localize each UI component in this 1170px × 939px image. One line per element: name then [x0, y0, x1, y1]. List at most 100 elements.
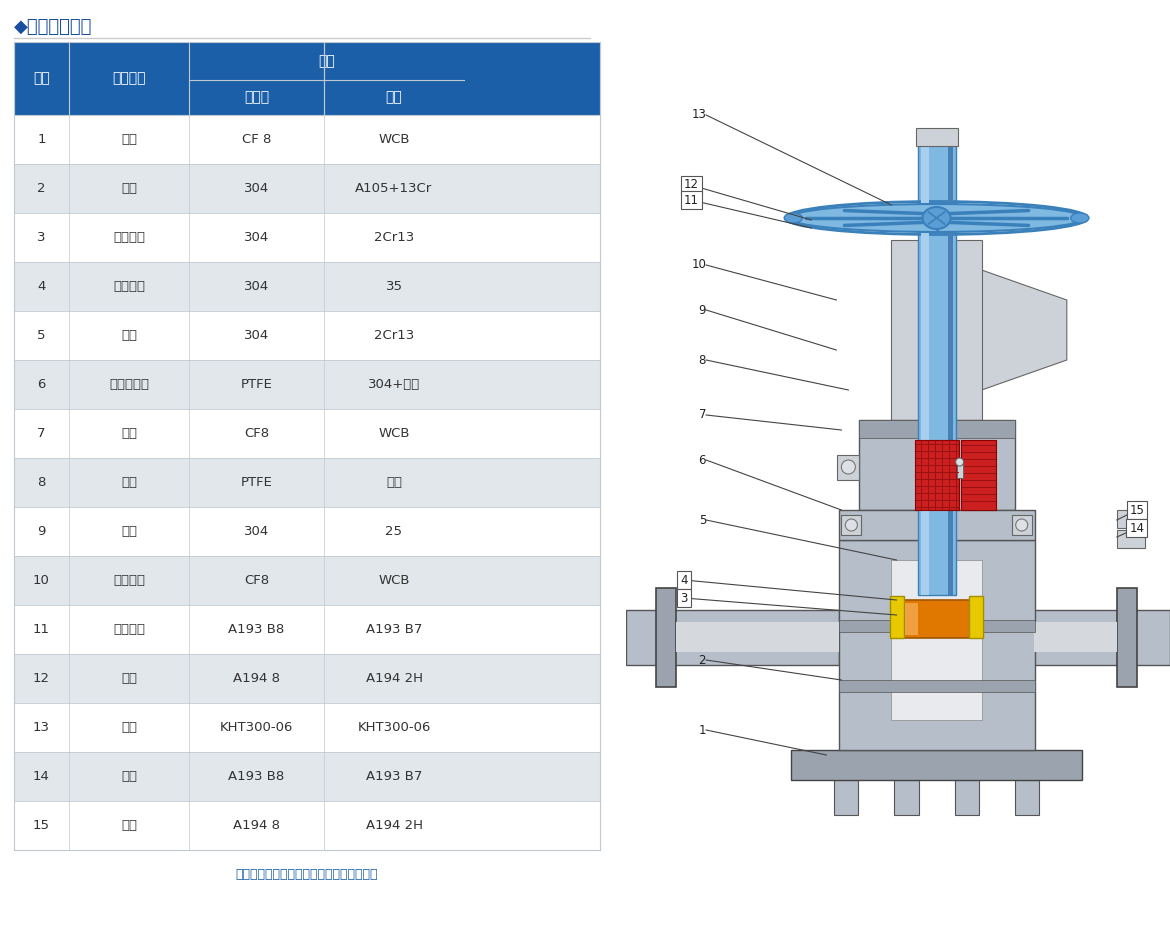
- Bar: [841, 515, 861, 535]
- Text: 螺母: 螺母: [121, 819, 137, 832]
- Text: A193 B8: A193 B8: [228, 623, 284, 636]
- Text: 螺母: 螺母: [121, 672, 137, 685]
- Text: 零件名称: 零件名称: [112, 71, 146, 85]
- Text: 更多材质选择及零部件搭配，请和询我公司: 更多材质选择及零部件搭配，请和询我公司: [235, 868, 378, 881]
- Ellipse shape: [1016, 519, 1027, 531]
- Ellipse shape: [922, 207, 950, 229]
- Text: 12: 12: [683, 178, 698, 192]
- Ellipse shape: [1071, 213, 1089, 223]
- Text: 不锈锤: 不锈锤: [243, 90, 269, 104]
- Bar: [915, 440, 958, 510]
- Bar: [1034, 610, 1170, 665]
- Text: 4: 4: [37, 280, 46, 293]
- Text: 阀盖: 阀盖: [121, 427, 137, 440]
- Bar: [915, 128, 957, 146]
- Bar: [1117, 530, 1145, 548]
- Bar: [14, 752, 600, 801]
- Text: 304+石墨: 304+石墨: [367, 378, 420, 391]
- Text: 手轮: 手轮: [121, 721, 137, 734]
- Text: 7: 7: [37, 427, 46, 440]
- Bar: [839, 540, 1034, 750]
- Text: 10: 10: [691, 258, 707, 271]
- Text: 止退垒圈: 止退垒圈: [113, 280, 145, 293]
- Text: 10: 10: [33, 574, 50, 587]
- Text: 阀瓣: 阀瓣: [121, 182, 137, 195]
- Bar: [1014, 780, 1039, 815]
- Text: 阀杆: 阀杆: [121, 329, 137, 342]
- Text: 销轴: 销轴: [121, 525, 137, 538]
- Text: 13: 13: [33, 721, 50, 734]
- Ellipse shape: [846, 519, 858, 531]
- Bar: [14, 458, 600, 507]
- Text: 1: 1: [698, 724, 707, 736]
- Ellipse shape: [789, 204, 1085, 232]
- Bar: [917, 140, 956, 595]
- Text: 12: 12: [33, 672, 50, 685]
- Bar: [791, 750, 1082, 780]
- Text: 11: 11: [683, 193, 698, 207]
- Bar: [14, 42, 600, 115]
- Bar: [14, 262, 600, 311]
- Text: 304: 304: [243, 182, 269, 195]
- Text: 6: 6: [698, 454, 707, 467]
- Text: KHT300-06: KHT300-06: [220, 721, 294, 734]
- Bar: [1034, 622, 1117, 652]
- Text: 15: 15: [1129, 503, 1144, 516]
- Text: 7: 7: [698, 408, 707, 422]
- Bar: [892, 240, 982, 420]
- Bar: [656, 588, 676, 687]
- Bar: [892, 560, 982, 720]
- Text: 3: 3: [681, 592, 688, 605]
- Text: 螺栓: 螺栓: [121, 770, 137, 783]
- Bar: [14, 703, 600, 752]
- Text: 填料压盖: 填料压盖: [113, 574, 145, 587]
- Text: 中法兰坠片: 中法兰坠片: [109, 378, 149, 391]
- Text: 11: 11: [33, 623, 50, 636]
- Bar: [14, 311, 600, 360]
- Bar: [969, 596, 983, 638]
- Bar: [676, 622, 839, 652]
- Text: 25: 25: [385, 525, 402, 538]
- Text: 铸锤: 铸锤: [386, 90, 402, 104]
- Text: 2Cr13: 2Cr13: [374, 231, 414, 244]
- Text: 2: 2: [37, 182, 46, 195]
- Text: 3: 3: [37, 231, 46, 244]
- Text: CF8: CF8: [243, 427, 269, 440]
- Bar: [860, 420, 1014, 438]
- Text: 1: 1: [37, 133, 46, 146]
- Bar: [890, 596, 904, 638]
- Text: 14: 14: [1129, 521, 1144, 534]
- Text: 9: 9: [37, 525, 46, 538]
- Ellipse shape: [784, 213, 803, 223]
- Text: 活节螺栓: 活节螺栓: [113, 623, 145, 636]
- Text: A194 2H: A194 2H: [365, 819, 422, 832]
- Bar: [838, 455, 860, 480]
- Text: 304: 304: [243, 525, 269, 538]
- Ellipse shape: [956, 458, 964, 466]
- Bar: [1117, 510, 1145, 528]
- Text: 序号: 序号: [33, 71, 50, 85]
- Text: 5: 5: [37, 329, 46, 342]
- Bar: [895, 780, 918, 815]
- Bar: [921, 140, 929, 595]
- Text: 304: 304: [243, 280, 269, 293]
- Bar: [14, 654, 600, 703]
- Bar: [839, 620, 1034, 632]
- Text: A105+13Cr: A105+13Cr: [356, 182, 433, 195]
- Bar: [860, 420, 1014, 510]
- Bar: [961, 440, 996, 510]
- Bar: [626, 610, 839, 665]
- Text: CF8: CF8: [243, 574, 269, 587]
- Text: 35: 35: [385, 280, 402, 293]
- Ellipse shape: [841, 460, 855, 474]
- Text: WCB: WCB: [378, 427, 410, 440]
- Bar: [14, 115, 600, 164]
- Text: PTFE: PTFE: [241, 476, 273, 489]
- Text: 2: 2: [698, 654, 707, 667]
- Bar: [1117, 588, 1137, 687]
- Text: 阀体: 阀体: [121, 133, 137, 146]
- Text: 304: 304: [243, 329, 269, 342]
- Text: 6: 6: [37, 378, 46, 391]
- Text: KHT300-06: KHT300-06: [357, 721, 431, 734]
- Text: A193 B7: A193 B7: [366, 623, 422, 636]
